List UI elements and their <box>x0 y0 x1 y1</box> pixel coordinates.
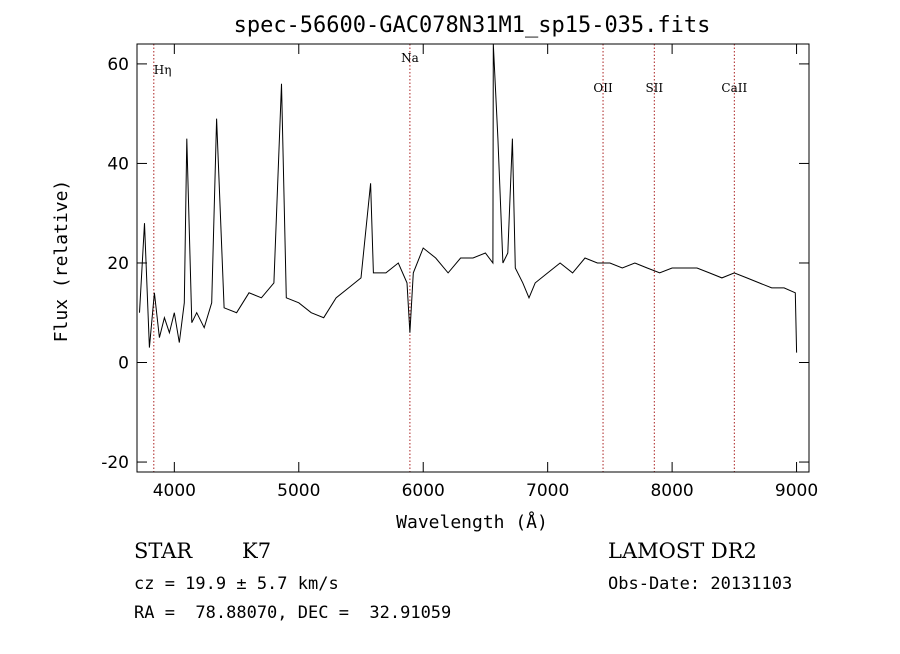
line-label: Na <box>401 51 419 65</box>
emission-line-markers: Hη Na OII SII CaII <box>153 44 747 472</box>
x-tick-label: 9000 <box>775 481 818 501</box>
y-tick-label: 20 <box>107 254 129 274</box>
object-class: STAR <box>134 539 193 563</box>
spectrum-series <box>139 43 798 353</box>
y-tick-label: -20 <box>101 453 129 473</box>
chart-title: spec-56600-GAC078N31M1_sp15-035.fits <box>234 13 711 38</box>
y-tick-label: 40 <box>107 154 129 174</box>
spectrum-line <box>139 43 798 353</box>
line-label: CaII <box>721 81 747 95</box>
line-label: SII <box>645 81 663 95</box>
redshift-text: cz = 19.9 ± 5.7 km/s <box>134 574 339 594</box>
x-tick-label: 8000 <box>650 481 693 501</box>
y-axis-label: Flux (relative) <box>51 180 72 343</box>
axis-ticks: 4000 5000 6000 7000 8000 9000 -20 0 20 40 60 <box>101 44 818 501</box>
line-label: Hη <box>154 63 172 77</box>
x-tick-label: 4000 <box>153 481 196 501</box>
observation-date: Obs-Date: 20131103 <box>608 574 793 594</box>
survey-name: LAMOST DR2 <box>608 539 757 563</box>
x-axis-label: Wavelength (Å) <box>396 511 548 533</box>
y-tick-label: 0 <box>118 354 129 374</box>
x-tick-label: 5000 <box>277 481 320 501</box>
y-tick-label: 60 <box>107 55 129 75</box>
line-label: OII <box>593 81 613 95</box>
x-tick-label: 6000 <box>402 481 445 501</box>
coordinates-text: RA = 78.88070, DEC = 32.91059 <box>134 603 452 623</box>
plot-frame <box>136 43 810 473</box>
x-tick-label: 7000 <box>526 481 569 501</box>
object-subclass: K7 <box>242 539 272 563</box>
